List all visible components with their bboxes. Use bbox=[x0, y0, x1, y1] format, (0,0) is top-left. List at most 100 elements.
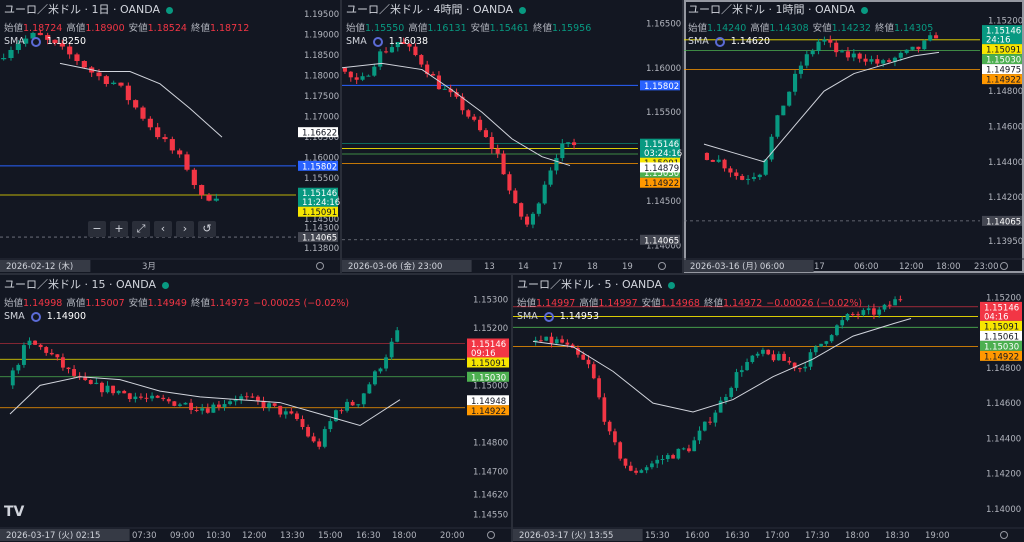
sma-settings-icon[interactable] bbox=[372, 36, 383, 47]
candle-body bbox=[425, 64, 430, 75]
candle-body bbox=[395, 330, 400, 342]
chart-panel-15m[interactable]: 1.15300 1.15200 1.15000 1.14800 1.14700 1.146… bbox=[0, 275, 511, 542]
candle-body bbox=[781, 105, 786, 116]
chart-panel-5m[interactable]: 1.15200 1.14800 1.14600 1.14400 1.14200 1.140… bbox=[513, 275, 1024, 542]
x-axis-tick-label: 12:00 bbox=[899, 262, 924, 272]
candle-body bbox=[16, 364, 21, 371]
ohlc-label: 終値 bbox=[190, 298, 210, 309]
candle-body bbox=[21, 345, 26, 365]
candle-body bbox=[922, 40, 927, 50]
chart-canvas[interactable]: 1.15200 1.14800 1.14600 1.14400 1.14200 1.139… bbox=[684, 0, 1024, 273]
candle-body bbox=[150, 395, 155, 399]
zoom-out-button[interactable]: − bbox=[88, 221, 106, 237]
sma-legend[interactable]: SMA 1.16038 bbox=[346, 36, 428, 47]
chart-canvas[interactable]: 1.165001.160001.155001.150001.145001.140… bbox=[342, 0, 682, 273]
candle-body bbox=[144, 397, 149, 399]
ohlc-label: 高値 bbox=[750, 23, 770, 34]
candle-body bbox=[792, 362, 797, 369]
candle-body bbox=[495, 148, 500, 154]
candle-body bbox=[655, 459, 660, 464]
candle-body bbox=[787, 91, 792, 106]
candle-body bbox=[322, 429, 327, 447]
chart-canvas[interactable]: 1.15300 1.15200 1.15000 1.14800 1.14700 1.146… bbox=[0, 275, 511, 542]
sma-legend[interactable]: SMA 1.14620 bbox=[688, 36, 770, 47]
crosshair-date-box bbox=[0, 260, 91, 272]
symbol-title[interactable]: ユーロ／米ドル · 5 · OANDA bbox=[517, 278, 675, 292]
chart-panel-daily[interactable]: 1.19500 1.19000 1.18500 1.18000 1.17500 1.170… bbox=[0, 0, 340, 273]
scroll-right-button[interactable]: › bbox=[176, 221, 194, 237]
chart-panel-1h[interactable]: 1.15200 1.14800 1.14600 1.14400 1.14200 1.139… bbox=[684, 0, 1024, 273]
candle-body bbox=[851, 53, 856, 58]
sma-legend[interactable]: SMA 1.14900 bbox=[4, 311, 86, 322]
candle-body bbox=[530, 213, 535, 225]
symbol-title[interactable]: ユーロ／米ドル · 1日 · OANDA bbox=[4, 3, 173, 17]
candle-body bbox=[702, 421, 707, 431]
symbol-title[interactable]: ユーロ／米ドル · 1時間 · OANDA bbox=[688, 3, 868, 17]
candle-body bbox=[489, 137, 494, 149]
ohlc-value: 1.15461 bbox=[489, 23, 529, 34]
x-axis-tick-label: 07:30 bbox=[132, 531, 157, 541]
price-tag bbox=[640, 162, 680, 173]
x-axis-tick-label: 16:30 bbox=[725, 531, 750, 541]
price-tag bbox=[982, 34, 1022, 45]
price-tag bbox=[982, 215, 1022, 226]
reset-chart-button[interactable]: ↺ bbox=[198, 221, 216, 237]
candle-body bbox=[875, 59, 880, 64]
candle-body bbox=[872, 308, 876, 315]
chart-panel-4h[interactable]: 1.165001.160001.155001.150001.145001.140… bbox=[342, 0, 682, 273]
candle-body bbox=[94, 382, 99, 384]
candle-body bbox=[213, 198, 219, 201]
candle-body bbox=[560, 143, 565, 159]
candle-body bbox=[118, 82, 124, 86]
ohlc-value: 1.14973 bbox=[209, 298, 250, 309]
candle-body bbox=[306, 426, 311, 437]
candle-body bbox=[140, 107, 146, 119]
sma-settings-icon[interactable] bbox=[714, 36, 725, 47]
candle-body bbox=[845, 51, 850, 58]
candle-body bbox=[840, 51, 845, 53]
candle-body bbox=[513, 190, 518, 204]
candle-body bbox=[478, 119, 483, 131]
tradingview-logo[interactable]: TV bbox=[4, 504, 25, 520]
axis-settings-icon bbox=[1000, 262, 1008, 270]
candle-body bbox=[88, 380, 93, 384]
x-axis-tick-label: 12:00 bbox=[242, 531, 267, 541]
chart-canvas[interactable]: 1.15200 1.14800 1.14600 1.14400 1.14200 1.140… bbox=[513, 275, 1024, 542]
symbol-title[interactable]: ユーロ／米ドル · 15 · OANDA bbox=[4, 278, 169, 292]
y-axis-tick-label: 1.14600 bbox=[988, 122, 1023, 132]
y-axis-tick-label: 1.15500 bbox=[304, 174, 339, 184]
pane-divider[interactable] bbox=[511, 275, 513, 542]
price-tag-label: 1.15146 bbox=[302, 189, 337, 199]
ohlc-value: 1.14949 bbox=[147, 298, 187, 309]
y-axis-tick-label: 1.16500 bbox=[304, 133, 339, 143]
fit-screen-button[interactable]: ⤢ bbox=[132, 221, 150, 237]
chart-canvas[interactable]: 1.19500 1.19000 1.18500 1.18000 1.17500 1.170… bbox=[0, 0, 340, 273]
y-axis-tick-label: 1.17500 bbox=[304, 92, 339, 102]
y-axis-tick-label: 1.14400 bbox=[988, 158, 1023, 168]
candle-body bbox=[533, 340, 538, 342]
zoom-in-button[interactable]: + bbox=[110, 221, 128, 237]
price-tag bbox=[298, 187, 338, 198]
pane-divider[interactable] bbox=[682, 0, 684, 273]
pane-divider[interactable] bbox=[340, 0, 342, 273]
candle-body bbox=[507, 174, 512, 191]
sma-settings-icon[interactable] bbox=[30, 311, 41, 322]
candle-body bbox=[317, 441, 322, 447]
candle-body bbox=[294, 413, 299, 420]
pane-divider[interactable] bbox=[0, 273, 1024, 275]
price-tag bbox=[980, 330, 1022, 341]
candle-body bbox=[766, 349, 771, 355]
sma-settings-icon[interactable] bbox=[543, 311, 554, 322]
sma-legend[interactable]: SMA 1.18250 bbox=[4, 36, 86, 47]
y-axis-tick-label: 1.14550 bbox=[473, 510, 508, 520]
sma-legend[interactable]: SMA 1.14953 bbox=[517, 311, 599, 322]
symbol-title[interactable]: ユーロ／米ドル · 4時間 · OANDA bbox=[346, 3, 526, 17]
price-tag bbox=[980, 320, 1022, 331]
candle-body bbox=[436, 75, 441, 90]
sma-value: 1.18250 bbox=[46, 36, 87, 47]
market-open-indicator bbox=[519, 6, 526, 14]
scroll-left-button[interactable]: ‹ bbox=[154, 221, 172, 237]
price-tag bbox=[982, 64, 1022, 75]
sma-label: SMA bbox=[517, 311, 538, 322]
sma-settings-icon[interactable] bbox=[30, 36, 41, 47]
